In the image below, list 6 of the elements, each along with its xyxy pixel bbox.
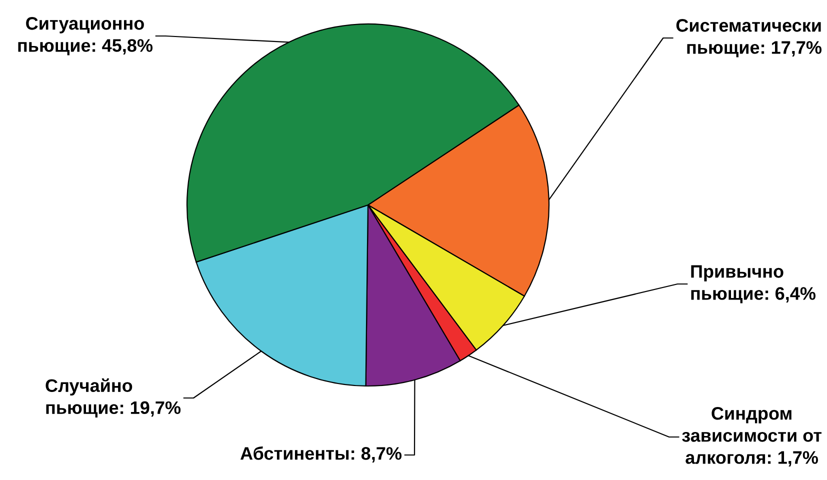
slice-label: Случайно пьющие: 19,7% — [46, 378, 181, 418]
slice-label: Ситуационно пьющие: 45,8% — [18, 17, 153, 56]
slice-label: Привычно пьющие: 6,4% — [691, 265, 816, 304]
slice-label: Синдром зависимости от алкоголя: 1,7% — [682, 406, 822, 467]
slice-label: Систематически пьющие: 17,7% — [676, 19, 822, 58]
slice-label: Абстиненты: 8,7% — [240, 446, 402, 462]
